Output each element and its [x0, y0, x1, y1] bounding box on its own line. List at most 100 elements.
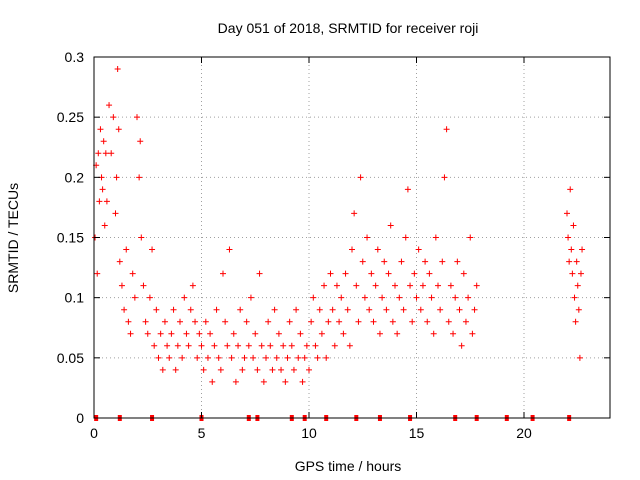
data-point [579, 246, 586, 253]
data-point [224, 342, 231, 349]
data-point [349, 246, 355, 253]
data-point [575, 306, 582, 313]
data-point [254, 366, 261, 373]
data-point [102, 150, 109, 157]
data-point [372, 282, 379, 289]
data-point [381, 258, 388, 265]
data-point [284, 354, 291, 361]
data-point [417, 306, 424, 313]
data-point [97, 126, 104, 133]
data-point [121, 306, 128, 313]
data-point [129, 270, 136, 277]
data-point [164, 342, 171, 349]
data-point [256, 270, 263, 277]
data-point [467, 234, 474, 241]
data-point [454, 258, 461, 265]
data-point [108, 150, 115, 157]
data-point [568, 246, 575, 253]
data-point [385, 270, 392, 277]
data-point [299, 378, 306, 385]
data-point [106, 102, 113, 109]
data-point [228, 354, 235, 361]
data-point [170, 306, 177, 313]
y-tick-label: 0.25 [57, 109, 84, 125]
data-point [123, 246, 130, 253]
axis-ticks: 0 5 10 15 20 0 0.05 0.1 0.15 0.2 0.25 0.3 [57, 49, 610, 441]
data-point [566, 258, 573, 265]
data-point [357, 174, 364, 181]
data-point [282, 378, 289, 385]
data-point [368, 270, 375, 277]
data-point [293, 306, 300, 313]
data-point [140, 282, 147, 289]
data-point [469, 330, 476, 337]
data-point [247, 294, 254, 301]
data-point [155, 354, 162, 361]
data-point [366, 306, 373, 313]
data-point [396, 294, 403, 301]
data-point [471, 306, 478, 313]
data-point [573, 258, 580, 265]
data-point [114, 66, 121, 73]
data-point [157, 330, 164, 337]
data-point [428, 294, 435, 301]
data-point [137, 138, 144, 145]
data-point [415, 246, 422, 253]
data-point [318, 330, 325, 337]
data-point [168, 330, 175, 337]
data-point [387, 222, 394, 229]
data-point [312, 342, 319, 349]
data-point [456, 306, 463, 313]
data-point [336, 318, 343, 325]
data-point [379, 294, 386, 301]
data-point [398, 258, 405, 265]
data-point [572, 318, 579, 325]
data-point [252, 330, 259, 337]
data-point [424, 318, 431, 325]
data-point [411, 270, 418, 277]
data-point [409, 318, 416, 325]
data-point [209, 378, 216, 385]
data-point [149, 246, 156, 253]
data-point [344, 306, 351, 313]
data-point [138, 234, 145, 241]
data-point [275, 330, 282, 337]
data-point [174, 342, 181, 349]
data-point [364, 234, 371, 241]
plot-frame [93, 56, 611, 419]
data-point [577, 270, 584, 277]
data-point [426, 270, 433, 277]
data-point [110, 114, 117, 121]
data-point [237, 306, 244, 313]
data-point [325, 318, 332, 325]
data-point [202, 318, 209, 325]
data-point [183, 330, 190, 337]
data-point [301, 354, 308, 361]
data-point [217, 366, 224, 373]
data-point [215, 354, 222, 361]
data-point [134, 114, 140, 121]
data-point [407, 282, 414, 289]
data-point [565, 234, 572, 241]
data-point [571, 294, 578, 301]
data-point [338, 294, 345, 301]
y-tick-label: 0.2 [65, 169, 85, 185]
data-point [185, 342, 192, 349]
data-point [159, 366, 166, 373]
data-point [151, 342, 158, 349]
data-point [422, 258, 429, 265]
data-point [112, 210, 119, 217]
data-point [172, 366, 179, 373]
data-point [271, 306, 278, 313]
data-point [430, 330, 437, 337]
data-point [245, 342, 252, 349]
data-point [333, 282, 340, 289]
data-point [383, 306, 390, 313]
data-point [161, 318, 168, 325]
data-point [321, 282, 328, 289]
data-point [207, 330, 214, 337]
data-point [146, 294, 153, 301]
data-point [308, 318, 315, 325]
data-point [96, 198, 103, 205]
